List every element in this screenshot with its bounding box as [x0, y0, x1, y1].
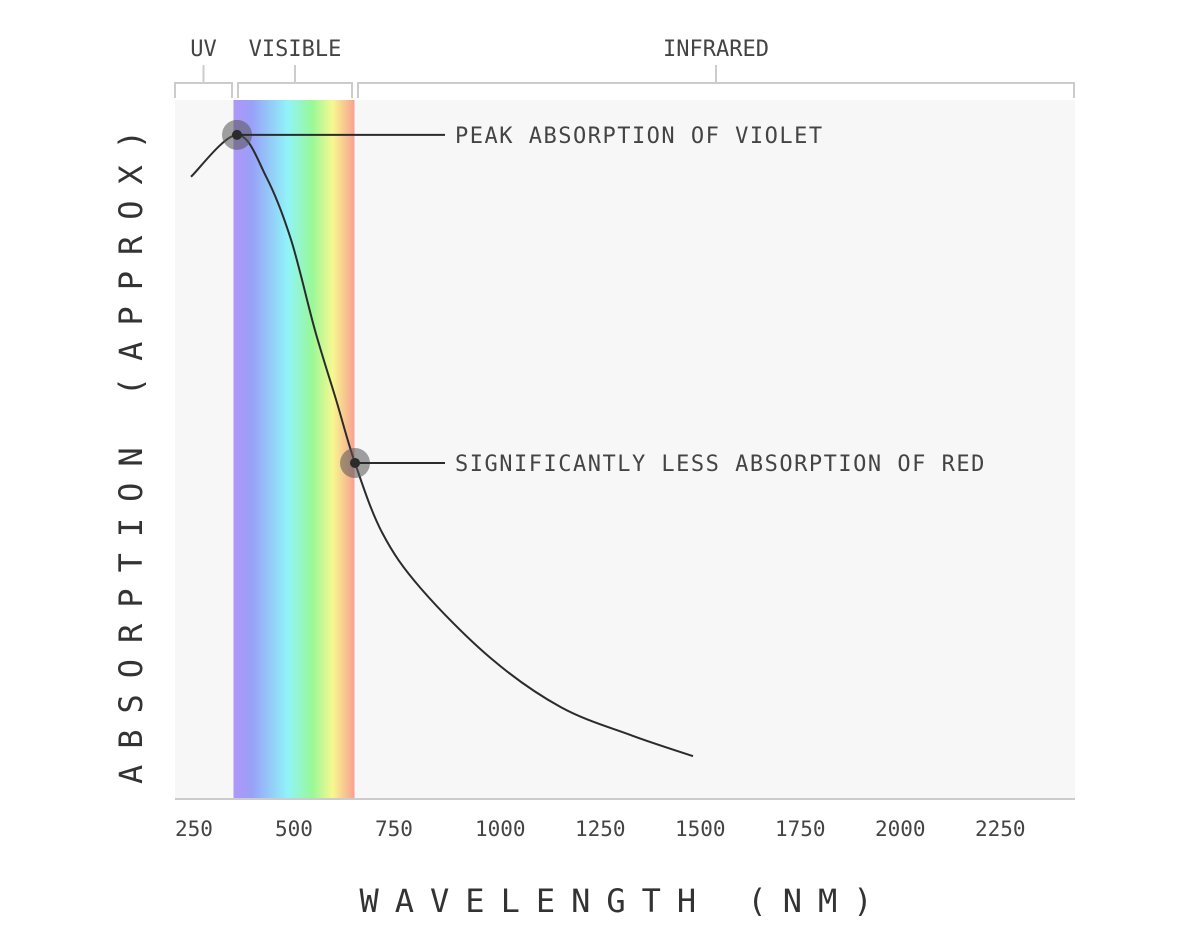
x-axis-title: WAVELENGTH (NM): [360, 882, 889, 920]
region-bracket: [174, 65, 233, 98]
marker-dot: [232, 129, 242, 140]
x-tick-label: 2000: [875, 817, 926, 841]
annotation: PEAK ABSORPTION OF VIOLET: [222, 119, 824, 150]
region-label: INFRARED: [663, 37, 769, 62]
x-tick-label: 1500: [675, 817, 726, 841]
x-tick-label: 250: [175, 817, 213, 841]
region-infrared: INFRARED: [357, 37, 1075, 98]
annotation: SIGNIFICANTLY LESS ABSORPTION OF RED: [340, 447, 986, 478]
region-label: UV: [190, 37, 217, 62]
x-tick-labels: 250 500 750 1000 1250 1500 1750 2000 2250: [175, 817, 1026, 841]
x-tick-label: 1750: [775, 817, 826, 841]
y-axis-title: ABSORPTION (APPROX): [112, 114, 150, 784]
x-tick-label: 500: [275, 817, 313, 841]
annotation-label: PEAK ABSORPTION OF VIOLET: [455, 124, 824, 149]
region-brackets: UV VISIBLE INFRARED: [174, 37, 1075, 98]
region-visible: VISIBLE: [237, 37, 353, 98]
annotations: PEAK ABSORPTION OF VIOLET SIGNIFICANTLY L…: [222, 119, 986, 478]
region-bracket: [237, 65, 353, 98]
region-label: VISIBLE: [249, 37, 342, 62]
visible-spectrum-band: [233, 100, 355, 798]
x-tick-label: 750: [375, 817, 413, 841]
x-tick-label: 1250: [575, 817, 626, 841]
x-tick-label: 1000: [475, 817, 526, 841]
region-bracket: [357, 65, 1075, 98]
x-tick-label: 2250: [975, 817, 1026, 841]
annotation-label: SIGNIFICANTLY LESS ABSORPTION OF RED: [455, 452, 986, 477]
region-uv: UV: [174, 37, 233, 98]
marker-dot: [350, 457, 360, 468]
